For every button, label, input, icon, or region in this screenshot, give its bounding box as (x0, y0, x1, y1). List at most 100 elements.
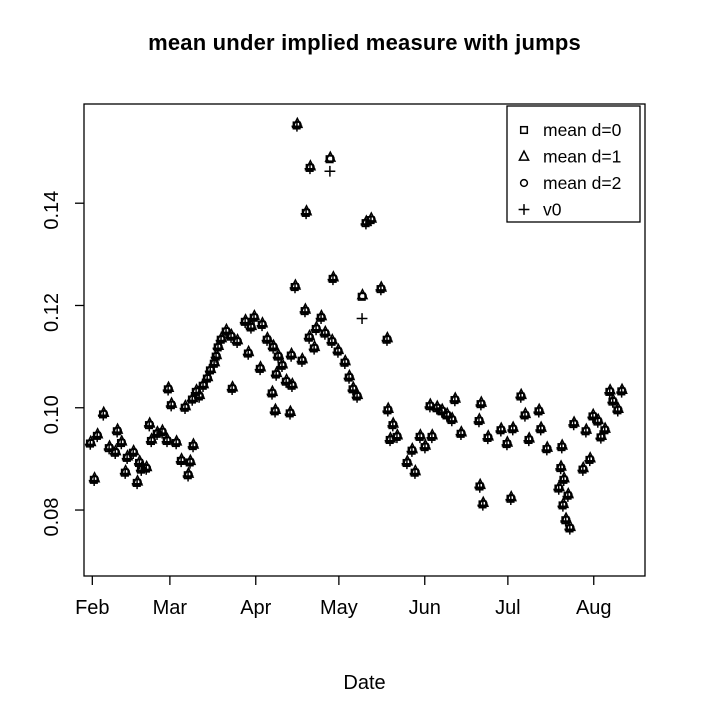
data-point (381, 330, 394, 346)
data-point (286, 377, 299, 392)
data-point (541, 440, 554, 456)
data-point (193, 387, 206, 403)
data-point (267, 338, 280, 354)
data-point (523, 431, 536, 447)
data-point (109, 443, 122, 459)
data-point (446, 411, 459, 427)
data-point (319, 324, 332, 340)
data-point (449, 391, 462, 407)
data-point (455, 425, 468, 441)
data-point (131, 474, 144, 490)
legend-box (506, 105, 641, 223)
data-point (401, 454, 414, 470)
y-tick-label: 0.12 (41, 293, 63, 332)
data-point (210, 347, 223, 363)
data-point (254, 360, 267, 376)
data-point (256, 316, 269, 332)
data-point (409, 463, 422, 479)
x-axis-label: Date (343, 672, 386, 694)
data-point (474, 477, 487, 493)
x-tick-label: May (320, 597, 358, 619)
data-point (505, 490, 518, 505)
data-point (197, 377, 210, 392)
data-point (564, 519, 577, 535)
data-point (616, 382, 628, 398)
data-point (162, 380, 175, 396)
data-point (84, 434, 97, 450)
data-point (225, 327, 238, 343)
data-point (303, 328, 316, 344)
data-point (406, 441, 419, 457)
data-point (501, 435, 514, 451)
legend-label: mean d=1 (543, 147, 621, 167)
data-point (143, 416, 156, 432)
data-point (115, 434, 128, 450)
data-point (351, 387, 364, 403)
data-point (426, 428, 439, 444)
data-point (604, 383, 616, 399)
data-point (300, 204, 313, 220)
data-point (475, 395, 488, 411)
data-point (111, 422, 124, 438)
x-tick-label: Aug (576, 597, 612, 619)
y-axis: 0.08 0.10 0.12 0.14 (41, 191, 84, 537)
data-point (382, 401, 395, 417)
data-point (284, 404, 297, 420)
data-point (607, 392, 619, 408)
legend-item: mean d=0 (519, 120, 622, 140)
data-point (584, 451, 596, 467)
data-point (535, 420, 547, 436)
data-point (515, 387, 528, 403)
data-point (187, 437, 200, 453)
data-point (327, 270, 340, 286)
data-point (356, 288, 369, 324)
x-tick-label: Apr (240, 597, 271, 619)
data-point (477, 495, 490, 511)
data-point (375, 280, 388, 296)
data-point (145, 432, 158, 448)
data-point (175, 452, 188, 468)
data-point (507, 420, 519, 436)
data-point (170, 434, 183, 450)
data-point (266, 384, 279, 400)
data-point (280, 372, 293, 388)
x-tick-label: Feb (75, 597, 109, 619)
data-point (414, 428, 427, 444)
data-point (285, 346, 298, 362)
data-point (91, 427, 104, 443)
data-point (156, 423, 169, 439)
data-point (473, 412, 486, 428)
data-point (299, 302, 312, 318)
data-point (332, 342, 345, 358)
data-point (201, 369, 214, 385)
data-point (308, 339, 321, 355)
x-axis: Feb Mar Apr May Jun Jul Aug (75, 576, 612, 619)
data-point (310, 320, 323, 336)
data-point (88, 471, 101, 487)
data-point (599, 421, 611, 437)
data-point (261, 330, 274, 346)
data-point (577, 460, 590, 476)
data-point (580, 422, 593, 438)
data-point (315, 308, 328, 324)
legend-label: mean d=2 (543, 173, 621, 193)
y-tick-label: 0.10 (41, 395, 63, 434)
data-point (184, 453, 197, 469)
data-point (140, 459, 153, 475)
data-point (387, 416, 400, 432)
data-point (324, 150, 337, 177)
data-point (239, 313, 252, 329)
data-point (296, 351, 309, 367)
data-point (533, 402, 546, 418)
data-point (556, 438, 569, 454)
data-point (553, 479, 565, 495)
data-point (339, 353, 352, 369)
data-point (269, 402, 282, 418)
data-point (557, 496, 570, 512)
x-tick-label: Jun (409, 597, 441, 619)
data-point (391, 428, 404, 444)
data-points (84, 116, 628, 535)
x-tick-label: Mar (153, 597, 188, 619)
data-point (291, 116, 304, 132)
